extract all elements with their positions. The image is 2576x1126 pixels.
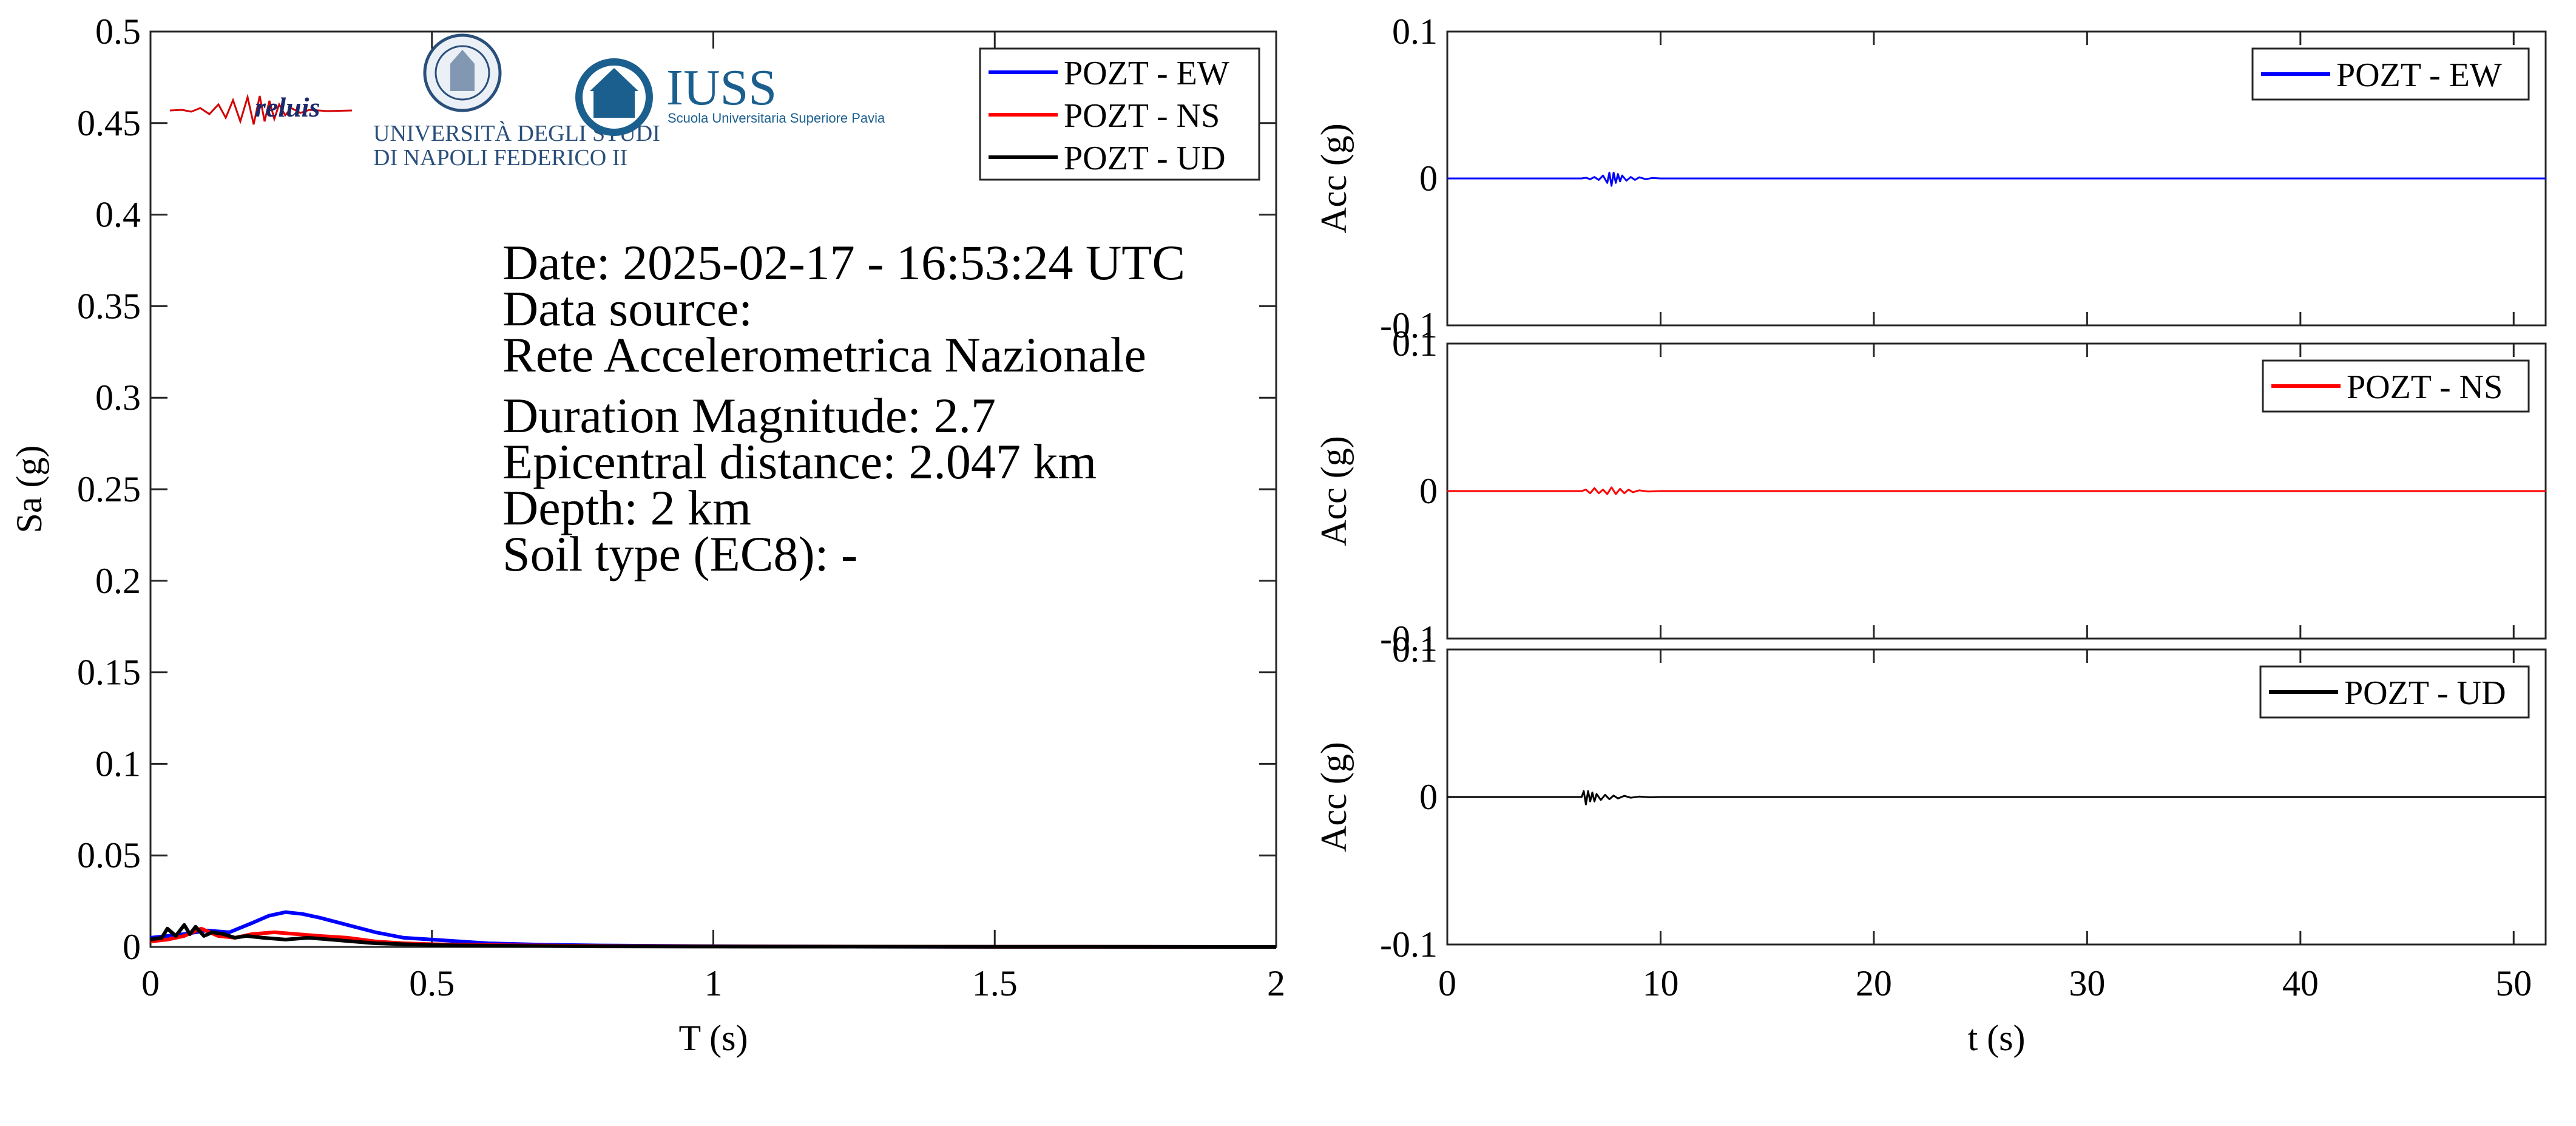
y-tick-label: 0.15 xyxy=(77,653,141,693)
y-tick-label: 0 xyxy=(1419,777,1438,817)
legend-box xyxy=(2262,359,2530,413)
info-soil: Soil type (EC8): - xyxy=(502,526,857,582)
charts: 0 0.05 0.1 0.15 0.2 0.25 0.3 0.35 0.4 0.45 0.5 0 0.5… xyxy=(9,12,2547,1058)
y-axis-label: Sa (g) xyxy=(9,446,49,534)
info-source-label: Data source: xyxy=(502,281,752,336)
series-line-0 xyxy=(1447,171,2546,187)
x-tick-label: 30 xyxy=(2069,963,2105,1003)
chart-2: -0.1 0 0.1 Acc (g) POZT - NS xyxy=(1314,324,2547,659)
legend-label: POZT - EW xyxy=(1064,55,1229,92)
info-source: Rete Accelerometrica Nazionale xyxy=(502,327,1146,382)
x-axis-label: T (s) xyxy=(679,1018,748,1058)
x-tick-label: 1 xyxy=(705,963,723,1003)
y-tick-label: 0.1 xyxy=(95,744,141,784)
logos: reluis UNIVERSITÀ DEGLI STUDI DI NAPOLI … xyxy=(169,33,885,171)
iuss-logo-subtitle: Scuola Universitaria Superiore Pavia xyxy=(668,110,885,126)
y-tick-label: 0 xyxy=(123,927,141,967)
legend-label: POZT - EW xyxy=(2336,56,2502,94)
y-tick-label: 0.2 xyxy=(95,561,141,601)
info-distance: Epicentral distance: 2.047 km xyxy=(502,434,1097,489)
y-tick-label: -0.1 xyxy=(1380,305,1438,345)
y-axis-label: Acc (g) xyxy=(1314,123,1354,234)
legend: POZT - EW POZT - NS POZT - UD xyxy=(979,47,1260,181)
unina-logo-line2: DI NAPOLI FEDERICO II xyxy=(373,145,627,171)
chart-1: -0.1 0 0.1 Acc (g) POZT - EW xyxy=(1314,12,2547,345)
event-info: Date: 2025-02-17 - 16:53:24 UTC Data sou… xyxy=(502,235,1185,582)
y-tick-label: 0.3 xyxy=(95,378,141,418)
x-tick-label: 0.5 xyxy=(409,963,455,1003)
y-tick-label: -0.1 xyxy=(1380,619,1438,659)
legend-label: POZT - UD xyxy=(1064,140,1226,177)
legend: POZT - NS xyxy=(2262,359,2530,413)
y-tick-label: 0.4 xyxy=(95,195,141,235)
x-tick-label: 50 xyxy=(2495,963,2532,1003)
y-tick-label: 0.1 xyxy=(1392,629,1438,670)
series-line-2 xyxy=(150,923,1277,949)
info-magnitude: Duration Magnitude: 2.7 xyxy=(502,388,996,443)
y-tick-label: 0.5 xyxy=(95,12,141,52)
legend-label: POZT - NS xyxy=(1064,97,1220,135)
x-tick-label: 2 xyxy=(1267,963,1285,1003)
legend: POZT - EW xyxy=(2251,47,2530,101)
y-axis-label: Acc (g) xyxy=(1314,436,1354,546)
legend: POZT - UD xyxy=(2259,665,2530,719)
series-line-0 xyxy=(1447,486,2546,495)
y-tick-label: 0.1 xyxy=(1392,12,1438,52)
x-axis-label: t (s) xyxy=(1968,1018,2026,1058)
x-tick-label: 40 xyxy=(2282,963,2319,1003)
y-tick-label: -0.1 xyxy=(1380,924,1438,965)
y-tick-label: 0 xyxy=(1419,158,1438,198)
legend-label: POZT - UD xyxy=(2344,674,2506,712)
x-tick-label: 10 xyxy=(1642,963,1678,1003)
chart-3: -0.100.10 10 20 30 40 50t (s)Acc (g)POZT - UD xyxy=(1314,629,2547,1058)
x-tick-label: 0 xyxy=(1438,963,1456,1003)
x-tick-label: 0 xyxy=(141,963,160,1003)
info-date: Date: 2025-02-17 - 16:53:24 UTC xyxy=(502,235,1185,290)
y-axis-label: Acc (g) xyxy=(1314,742,1354,852)
iuss-logo-name: IUSS xyxy=(666,59,777,116)
y-tick-label: 0.25 xyxy=(77,469,141,509)
y-tick-label: 0.45 xyxy=(77,103,141,143)
y-tick-label: 0.05 xyxy=(77,835,141,875)
y-tick-label: 0 xyxy=(1419,471,1438,511)
legend-label: POZT - NS xyxy=(2347,368,2503,406)
x-tick-label: 20 xyxy=(1856,963,1892,1003)
reluis-logo-text: reluis xyxy=(255,92,320,123)
chart-0: 0 0.05 0.1 0.15 0.2 0.25 0.3 0.35 0.4 0.45 0.5 0 0.5… xyxy=(9,12,1285,1058)
reluis-logo: reluis xyxy=(169,92,353,125)
series-line-0 xyxy=(1447,790,2546,805)
iuss-logo: IUSS Scuola Universitaria Superiore Pavi… xyxy=(575,58,885,136)
info-depth: Depth: 2 km xyxy=(502,480,751,535)
x-tick-label: 1.5 xyxy=(972,963,1018,1003)
y-tick-label: 0.1 xyxy=(1392,324,1438,364)
y-tick-label: 0.35 xyxy=(77,286,141,326)
